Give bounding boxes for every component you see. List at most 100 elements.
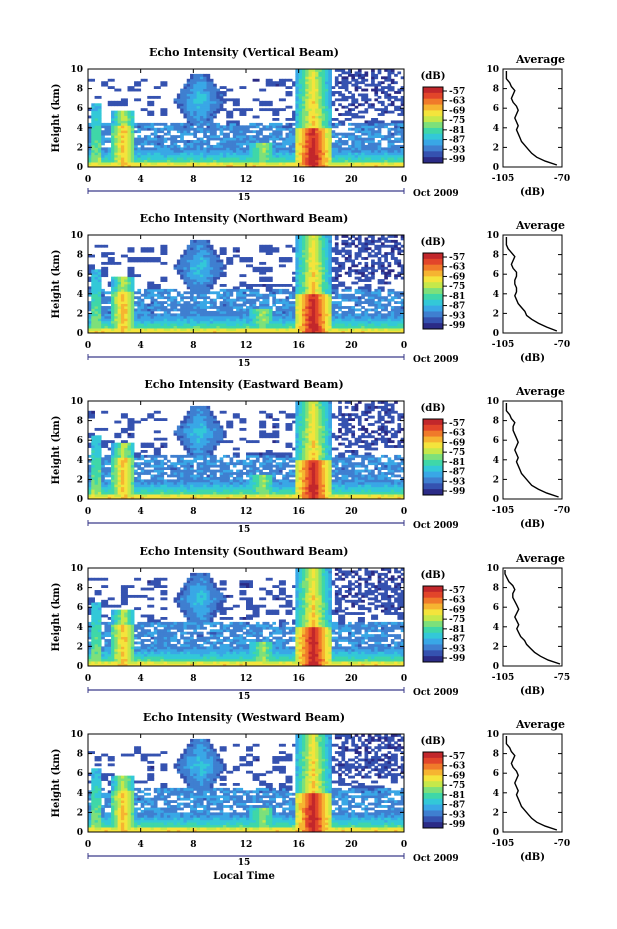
profile-y-tick-label: 0: [493, 828, 499, 838]
profile-y-tick-label: 6: [493, 436, 499, 446]
y-tick-label: 6: [77, 769, 83, 779]
average-profile: Average 0 2 4 6 8 10 -105 -75 (dB): [486, 552, 570, 697]
colorbar-unit: (dB): [421, 403, 446, 414]
profile-title: Average: [515, 385, 565, 398]
profile-title: Average: [515, 552, 565, 565]
x-tick-label: 0: [85, 175, 91, 185]
colorbar-tick-label: -63: [449, 97, 465, 107]
colorbar-tick-label: -93: [449, 477, 465, 487]
y-tick-label: 0: [77, 163, 83, 173]
y-axis-label: Height (km): [51, 583, 62, 652]
x-tick-label: 12: [240, 507, 253, 517]
colorbar-tick-label: -75: [449, 781, 465, 791]
profile-line: [505, 403, 559, 498]
x-tick-label: 4: [138, 341, 144, 351]
profile-y-tick-label: 4: [493, 124, 499, 134]
heatmap-field: [88, 568, 405, 667]
y-tick-label: 10: [70, 231, 83, 241]
profile-y-tick-label: 8: [493, 417, 499, 427]
y-axis-label: Height (km): [51, 84, 62, 153]
colorbar-tick-label: -75: [449, 116, 465, 126]
y-axis-label: Height (km): [51, 416, 62, 485]
x-tick-label: 20: [345, 175, 358, 185]
y-tick-label: 0: [77, 828, 83, 838]
colorbar-tick-label: -87: [449, 801, 465, 811]
profile-title: Average: [515, 718, 565, 731]
colorbar-tick-label: -99: [449, 155, 465, 165]
x-tick-label: 20: [345, 507, 358, 517]
x-tick-label: 0: [401, 341, 407, 351]
colorbar-tick-label: -75: [449, 282, 465, 292]
x-tick-label: 8: [190, 840, 196, 850]
colorbar-tick-label: -81: [449, 292, 465, 302]
x-tick-label: 16: [292, 840, 305, 850]
average-profile: Average 0 2 4 6 8 10 -105 -70 (dB): [486, 718, 570, 863]
x-tick-label: 4: [138, 840, 144, 850]
panel-title: Echo Intensity (Southward Beam): [140, 545, 349, 558]
profile-y-tick-label: 2: [493, 475, 499, 485]
date-label: Oct 2009: [413, 521, 459, 531]
x-tick-label: 0: [85, 341, 91, 351]
panel-title: Echo Intensity (Westward Beam): [143, 711, 345, 724]
colorbar: [422, 585, 444, 663]
profile-y-tick-label: 10: [486, 564, 499, 574]
x-tick-label: 16: [292, 341, 305, 351]
y-tick-label: 2: [77, 475, 83, 485]
profile-x-label: (dB): [520, 686, 545, 697]
average-profile: Average 0 2 4 6 8 10 -105 -70 (dB): [486, 219, 570, 364]
colorbar-unit: (dB): [421, 237, 446, 248]
colorbar-tick-label: -57: [449, 586, 465, 596]
x-tick-label: 8: [190, 674, 196, 684]
y-tick-label: 8: [77, 750, 83, 760]
colorbar-tick-label: -75: [449, 615, 465, 625]
colorbar-tick-label: -63: [449, 596, 465, 606]
colorbar-tick-label: -81: [449, 458, 465, 468]
profile-x-tick-label: -105: [492, 673, 515, 683]
colorbar-tick-label: -93: [449, 810, 465, 820]
profile-x-tick-label: -105: [492, 340, 515, 350]
x-tick-label: 0: [401, 175, 407, 185]
day-label: 15: [238, 692, 251, 702]
y-tick-label: 8: [77, 85, 83, 95]
profile-x-tick-label: -105: [492, 174, 515, 184]
heatmap-field: [88, 235, 405, 334]
y-axis-label: Height (km): [51, 749, 62, 818]
x-tick-label: 8: [190, 507, 196, 517]
colorbar-tick-label: -93: [449, 145, 465, 155]
y-tick-label: 4: [77, 290, 83, 300]
profile-y-tick-label: 6: [493, 603, 499, 613]
x-tick-label: 12: [240, 175, 253, 185]
colorbar-tick-label: -57: [449, 419, 465, 429]
date-label: Oct 2009: [413, 189, 459, 199]
profile-y-tick-label: 10: [486, 730, 499, 740]
y-tick-label: 2: [77, 309, 83, 319]
x-tick-label: 12: [240, 341, 253, 351]
profile-y-tick-label: 10: [486, 231, 499, 241]
day-label: 15: [238, 359, 251, 369]
profile-x-label: (dB): [520, 353, 545, 364]
x-tick-label: 8: [190, 175, 196, 185]
y-tick-label: 4: [77, 789, 83, 799]
colorbar-tick-label: -81: [449, 791, 465, 801]
y-tick-label: 8: [77, 584, 83, 594]
x-tick-label: 0: [85, 840, 91, 850]
y-tick-label: 4: [77, 623, 83, 633]
profile-x-label: (dB): [520, 519, 545, 530]
profile-y-tick-label: 4: [493, 456, 499, 466]
colorbar-tick-label: -69: [449, 272, 465, 282]
colorbar-tick-label: -57: [449, 253, 465, 263]
panel-3: Echo Intensity (Eastward Beam) Height (km…: [51, 378, 570, 535]
colorbar-tick-label: -93: [449, 644, 465, 654]
x-tick-label: 4: [138, 175, 144, 185]
x-tick-label: 0: [401, 507, 407, 517]
date-label: Oct 2009: [413, 688, 459, 698]
x-tick-label: 0: [401, 840, 407, 850]
profile-y-tick-label: 4: [493, 623, 499, 633]
average-profile: Average 0 2 4 6 8 10 -105 -70 (dB): [486, 53, 570, 198]
colorbar-tick-label: -69: [449, 605, 465, 615]
x-tick-label: 16: [292, 507, 305, 517]
x-tick-label: 4: [138, 507, 144, 517]
x-tick-label: 8: [190, 341, 196, 351]
colorbar-tick-label: -63: [449, 263, 465, 273]
